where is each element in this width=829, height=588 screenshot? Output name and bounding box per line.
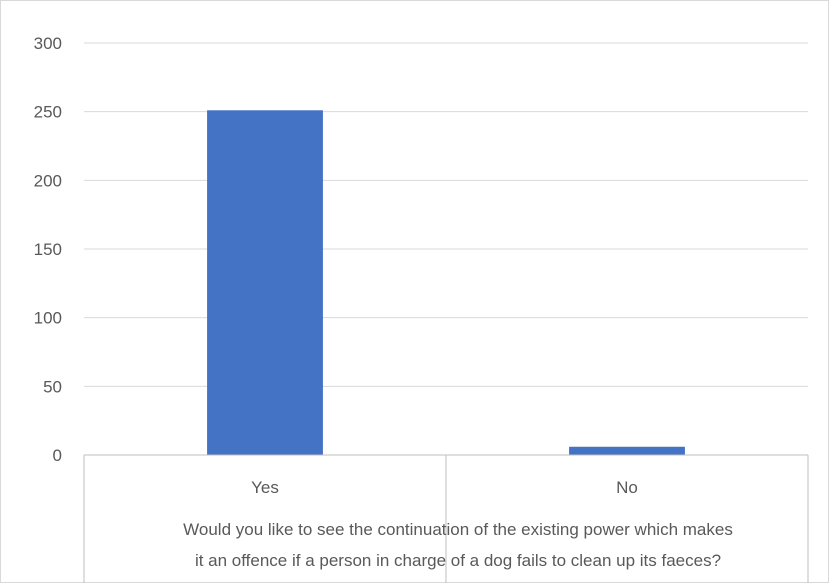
x-tick-label: No	[616, 478, 638, 497]
bar-no	[569, 446, 685, 455]
gridlines	[84, 42, 808, 387]
bar-yes	[207, 110, 323, 455]
y-tick-label: 150	[34, 240, 62, 259]
x-tick-label: Yes	[251, 478, 279, 497]
x-axis-title-line-2: it an offence if a person in charge of a…	[195, 551, 721, 570]
x-axis-title-line-1: Would you like to see the continuation o…	[183, 520, 733, 539]
y-tick-label: 300	[34, 34, 62, 53]
y-tick-label: 0	[53, 446, 62, 465]
category-axis	[83, 454, 809, 583]
x-axis-ticks: Yes No	[251, 478, 638, 497]
bars	[207, 110, 685, 455]
y-tick-label: 100	[34, 309, 62, 328]
y-tick-label: 250	[34, 103, 62, 122]
y-axis-ticks: 0 50 100 150 200 250 300	[34, 34, 62, 465]
y-tick-label: 50	[43, 377, 62, 396]
y-tick-label: 200	[34, 171, 62, 190]
